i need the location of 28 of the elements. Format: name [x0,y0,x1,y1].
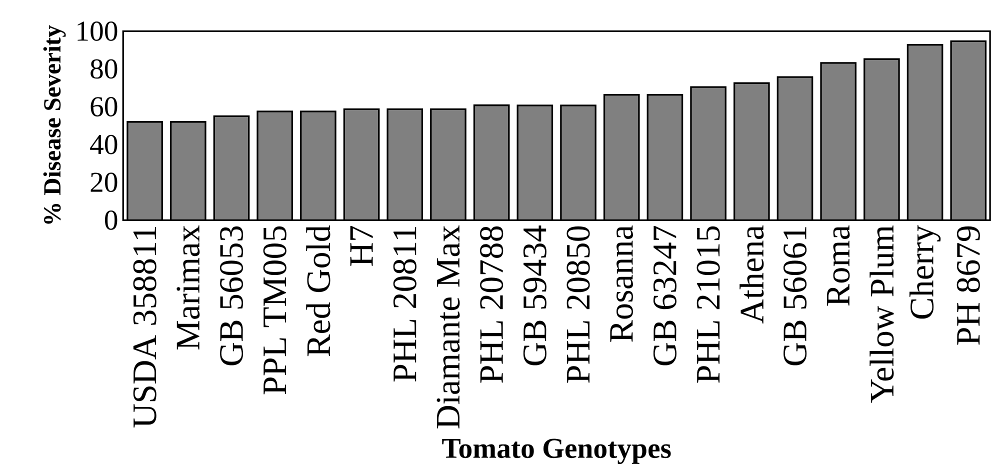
x-tick-label: PHL 20788 [480,226,504,383]
y-tick-label: 80 [90,59,118,79]
y-axis-title: % Disease Severity [43,25,66,224]
x-tick-label: PHL 21015 [696,226,720,383]
x-tick-label: GB 56053 [220,226,244,366]
x-tick-label: Marimax [176,225,200,350]
x-axis-title: Tomato Genotypes [442,438,671,464]
y-tick-label: 20 [90,172,118,192]
x-tick-label: H7 [350,226,373,266]
x-tick-label: PH 8679 [956,226,980,345]
x-tick-label: Roma [826,225,850,306]
y-tick-label: 40 [90,134,118,154]
x-tick-label: GB 56061 [783,227,807,366]
x-tick-label: Yellow Plum [870,226,894,403]
y-tick-label: 0 [105,210,118,230]
y-tick-label: 60 [90,97,118,116]
x-tick-label: PHL 20811 [393,227,416,382]
y-tick-label: 100 [78,21,118,41]
x-tick-label: PHL 20850 [566,226,590,383]
x-tick-label: Athena [740,225,764,324]
x-tick-label: PPL TM005 [263,226,286,394]
x-tick-label: GB 63247 [653,226,676,366]
x-tick-label: Rosanna [610,225,633,342]
x-tick-label: Red Gold [306,225,330,356]
x-tick-label: Diamante Max [436,225,460,428]
x-tick-label: Cherry [909,225,941,319]
x-tick-label: GB 59434 [523,226,546,366]
x-tick-label: USDA 358811 [133,227,156,428]
